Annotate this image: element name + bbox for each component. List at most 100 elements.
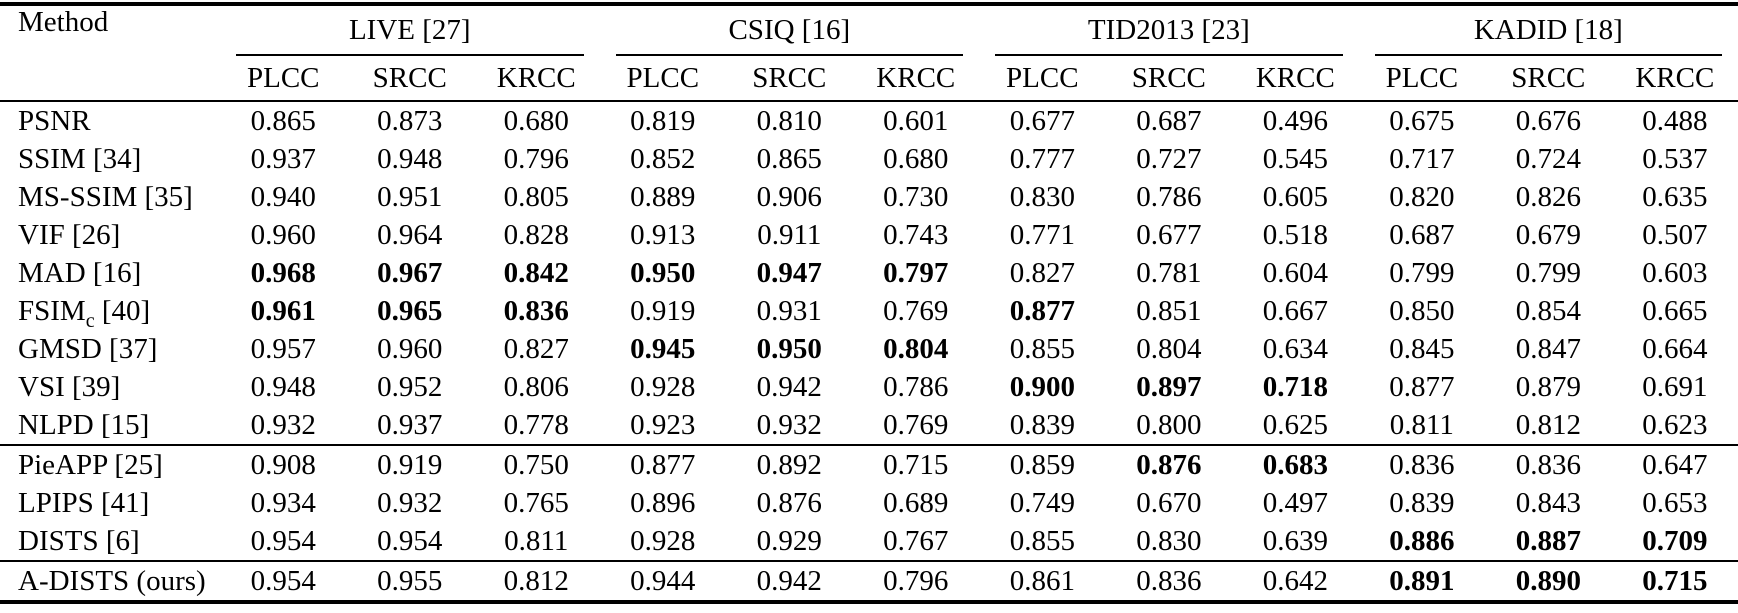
metric-value: 0.715 bbox=[1611, 560, 1738, 602]
metric-value: 0.665 bbox=[1642, 294, 1708, 327]
dataset-group-label: TID2013 [23] bbox=[995, 6, 1343, 56]
metric-value: 0.771 bbox=[1009, 218, 1075, 251]
metric-value: 0.545 bbox=[1262, 142, 1328, 175]
metric-value: 0.876 bbox=[756, 486, 822, 519]
metric-value: 0.826 bbox=[1515, 180, 1581, 213]
metric-value: 0.937 bbox=[377, 408, 443, 441]
dataset-group-header: KADID [18] bbox=[1359, 4, 1738, 56]
metric-value: 0.954 bbox=[250, 524, 316, 557]
metric-header: KRCC bbox=[1611, 56, 1738, 102]
metric-value: 0.896 bbox=[630, 486, 696, 519]
metric-value: 0.954 bbox=[377, 524, 443, 557]
method-name: GMSD [37] bbox=[0, 330, 220, 368]
metric-value: 0.891 bbox=[1358, 560, 1486, 602]
metric-value: 0.683 bbox=[1232, 444, 1359, 484]
table-row: PieAPP [25] 0.908 0.919 0.750 0.877 0.892 0.71… bbox=[0, 444, 1738, 484]
metric-value: 0.879 bbox=[1515, 370, 1581, 403]
method-name-text: DISTS [6] bbox=[18, 524, 140, 557]
metric-value: 0.769 bbox=[883, 408, 949, 441]
method-name: PSNR bbox=[0, 101, 220, 140]
metric-header: KRCC bbox=[852, 56, 980, 102]
metric-value: 0.932 bbox=[756, 408, 822, 441]
metric-value: 0.677 bbox=[1009, 104, 1075, 137]
method-name: NLPD [15] bbox=[0, 406, 220, 445]
metric-value: 0.948 bbox=[377, 142, 443, 175]
metric-value: 0.960 bbox=[377, 332, 443, 365]
table-row: MS-SSIM [35] 0.940 0.951 0.805 0.889 0.906 0.7… bbox=[0, 178, 1738, 216]
metric-value: 0.887 bbox=[1515, 524, 1581, 557]
metric-value: 0.810 bbox=[756, 104, 822, 137]
table-body: PSNR 0.865 0.873 0.680 0.819 0.810 0.601 0.677 0… bbox=[0, 101, 1738, 602]
metric-value: 0.929 bbox=[756, 524, 822, 557]
metric-value: 0.730 bbox=[883, 180, 949, 213]
metric-value: 0.749 bbox=[1009, 486, 1075, 519]
metric-value: 0.865 bbox=[756, 142, 822, 175]
metric-value: 0.836 bbox=[503, 294, 569, 327]
metric-value: 0.727 bbox=[1136, 142, 1202, 175]
metric-value: 0.968 bbox=[250, 256, 316, 289]
metric-value: 0.937 bbox=[250, 142, 316, 175]
metric-value: 0.892 bbox=[726, 444, 853, 484]
table-row: MAD [16] 0.968 0.967 0.842 0.950 0.947 0.797 0.… bbox=[0, 254, 1738, 292]
metric-value: 0.839 bbox=[1389, 486, 1455, 519]
metric-value: 0.919 bbox=[630, 294, 696, 327]
metric-value: 0.827 bbox=[503, 332, 569, 365]
method-name-text: PSNR bbox=[18, 104, 91, 137]
metric-value: 0.677 bbox=[1136, 218, 1202, 251]
dataset-group-header: TID2013 [23] bbox=[979, 4, 1359, 56]
metric-value: 0.934 bbox=[250, 486, 316, 519]
metric-value: 0.951 bbox=[377, 180, 443, 213]
method-name: MAD [16] bbox=[0, 254, 220, 292]
metric-value: 0.855 bbox=[1009, 332, 1075, 365]
method-name-text: MS-SSIM [35] bbox=[18, 180, 193, 213]
table-row: LPIPS [41] 0.934 0.932 0.765 0.896 0.876 0.689… bbox=[0, 484, 1738, 522]
method-name-text: NLPD [15] bbox=[18, 408, 150, 441]
metric-value: 0.680 bbox=[883, 142, 949, 175]
metric-value: 0.830 bbox=[1009, 180, 1075, 213]
metric-value: 0.635 bbox=[1642, 180, 1708, 213]
method-name-text: A-DISTS (ours) bbox=[18, 564, 206, 597]
metric-value: 0.765 bbox=[503, 486, 569, 519]
metric-value: 0.964 bbox=[377, 218, 443, 251]
method-name-subscript: c bbox=[85, 309, 95, 332]
metric-value: 0.961 bbox=[250, 294, 316, 327]
metric-value: 0.948 bbox=[250, 370, 316, 403]
method-column-header: Method bbox=[0, 4, 220, 102]
metric-value: 0.805 bbox=[503, 180, 569, 213]
method-name: FSIMc [40] bbox=[0, 292, 220, 332]
metric-value: 0.947 bbox=[756, 256, 822, 289]
metric-value: 0.820 bbox=[1389, 180, 1455, 213]
metric-header: SRCC bbox=[346, 56, 473, 102]
metric-value: 0.691 bbox=[1642, 370, 1708, 403]
metric-value: 0.724 bbox=[1515, 142, 1581, 175]
metric-value: 0.889 bbox=[630, 180, 696, 213]
metric-value: 0.507 bbox=[1642, 218, 1708, 251]
metric-value: 0.877 bbox=[1389, 370, 1455, 403]
metric-value: 0.800 bbox=[1136, 408, 1202, 441]
metric-value: 0.897 bbox=[1136, 370, 1202, 403]
metric-value: 0.604 bbox=[1262, 256, 1328, 289]
metric-value: 0.796 bbox=[503, 142, 569, 175]
metric-value: 0.928 bbox=[630, 524, 696, 557]
metric-value: 0.945 bbox=[630, 332, 696, 365]
metric-value: 0.965 bbox=[377, 294, 443, 327]
method-name: LPIPS [41] bbox=[0, 484, 220, 522]
metric-value: 0.786 bbox=[1136, 180, 1202, 213]
metric-value: 0.603 bbox=[1642, 256, 1708, 289]
metric-value: 0.488 bbox=[1642, 104, 1708, 137]
metric-value: 0.873 bbox=[377, 104, 443, 137]
table-row: VIF [26] 0.960 0.964 0.828 0.913 0.911 0.743 0.… bbox=[0, 216, 1738, 254]
metric-value: 0.931 bbox=[756, 294, 822, 327]
metric-value: 0.854 bbox=[1515, 294, 1581, 327]
metric-value: 0.954 bbox=[220, 560, 347, 602]
metric-value: 0.605 bbox=[1262, 180, 1328, 213]
metric-value: 0.778 bbox=[503, 408, 569, 441]
metric-value: 0.859 bbox=[979, 444, 1106, 484]
metric-value: 0.950 bbox=[630, 256, 696, 289]
method-name-text: VSI [39] bbox=[18, 370, 121, 403]
metric-value: 0.804 bbox=[1136, 332, 1202, 365]
metric-value: 0.852 bbox=[630, 142, 696, 175]
metric-value: 0.796 bbox=[852, 560, 980, 602]
metric-value: 0.851 bbox=[1136, 294, 1202, 327]
